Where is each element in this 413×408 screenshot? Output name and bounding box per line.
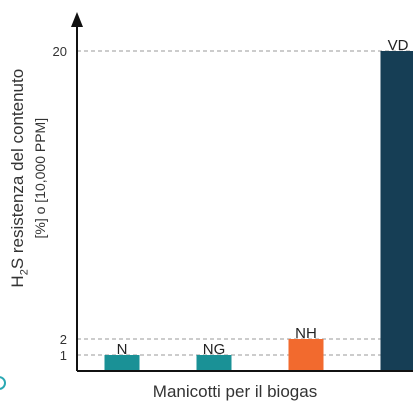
y-axis-title-text: S resistenza del contenuto <box>7 68 27 269</box>
bar-label-vd: VD <box>388 37 409 54</box>
bar-n <box>104 355 140 371</box>
y-tick-label-2: 2 <box>60 332 67 347</box>
bar-vd <box>380 51 413 371</box>
gridlines <box>77 50 413 356</box>
bar-nh <box>288 339 324 371</box>
x-axis-title: Manicotti per il biogas <box>152 382 318 401</box>
y-axis-title-units: [%] o [10,000 PPM] <box>31 117 48 239</box>
bar-label-n: N <box>117 341 128 358</box>
labels: 12 20 N NG NH VD <box>53 37 409 363</box>
y-axis-title: H2S resistenza del contenuto [%] o [10,0… <box>7 28 48 328</box>
bar-label-nh: NH <box>295 325 317 342</box>
y-tick-label-20: 20 <box>53 44 67 59</box>
bars <box>104 51 413 371</box>
bar-ng <box>196 355 232 371</box>
y-axis-arrow-icon <box>71 12 83 27</box>
y-tick-label-1: 1 <box>60 348 67 363</box>
y-axis-title-h: H <box>7 275 27 288</box>
bar-label-ng: NG <box>203 341 226 358</box>
y-axis-title-subscript: 2 <box>18 268 31 276</box>
axes <box>71 12 413 372</box>
